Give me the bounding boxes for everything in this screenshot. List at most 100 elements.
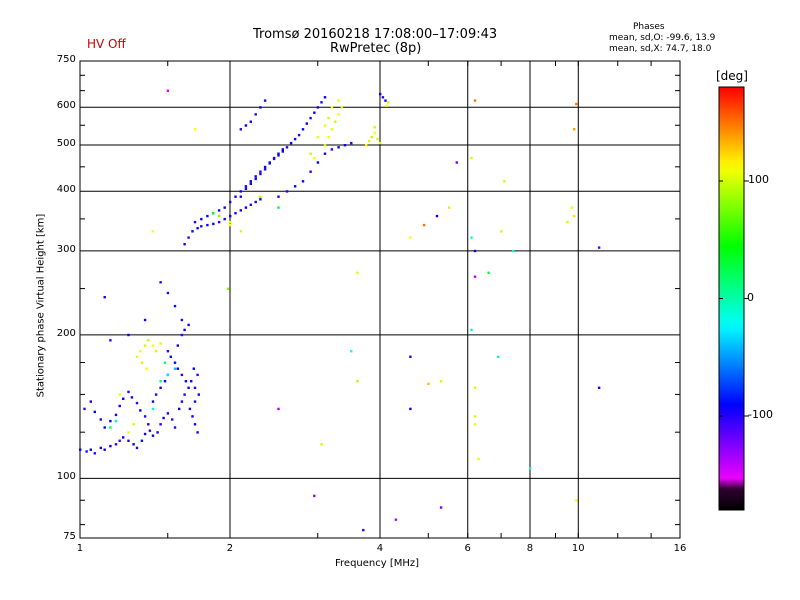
data-point (197, 393, 200, 396)
data-point (249, 203, 252, 206)
x-tick-label: 10 (571, 543, 585, 554)
x-tick-label: 8 (526, 543, 534, 554)
data-point (330, 128, 334, 131)
data-point (188, 407, 192, 411)
data-point (254, 200, 257, 204)
data-point (239, 190, 242, 193)
y-axis-label: Stationary phase Virtual Height [km] (35, 213, 47, 398)
y-tick-label: 200 (56, 327, 76, 339)
data-point (330, 106, 334, 109)
data-point (289, 141, 293, 145)
data-point (229, 214, 232, 218)
data-point (234, 195, 237, 198)
data-point (268, 162, 271, 165)
data-point (327, 116, 330, 120)
data-point (350, 350, 353, 353)
data-point (572, 128, 576, 131)
data-point (103, 426, 106, 429)
data-point (193, 220, 197, 224)
data-point (473, 423, 477, 426)
data-point (109, 426, 112, 429)
data-point (122, 436, 125, 439)
data-point (176, 367, 179, 370)
data-point (193, 386, 197, 389)
y-tick-label: 300 (56, 243, 76, 255)
data-point (309, 152, 312, 155)
data-point (159, 423, 162, 426)
data-point (249, 180, 252, 183)
data-point (192, 367, 195, 370)
data-point (139, 409, 142, 412)
data-point (151, 400, 155, 403)
data-point (173, 367, 177, 370)
data-point (187, 323, 190, 327)
data-point (114, 413, 118, 417)
data-point (187, 386, 190, 389)
data-point (409, 407, 412, 411)
data-point (313, 111, 316, 114)
data-point (234, 212, 237, 215)
data-point (570, 206, 574, 209)
data-point (143, 432, 147, 436)
data-point (114, 443, 118, 446)
phase-x-stats: mean, sd,X: 74.7, 18.0 (609, 44, 712, 54)
y-tick-label: 750 (56, 54, 76, 65)
data-point (151, 344, 155, 347)
data-point (99, 418, 102, 421)
data-point (139, 350, 142, 353)
data-point (244, 124, 248, 127)
data-point (159, 386, 162, 389)
data-point (323, 152, 327, 155)
data-point (200, 225, 203, 228)
data-point (337, 99, 340, 102)
data-point (254, 177, 257, 181)
data-point (572, 214, 576, 218)
data-point (148, 429, 152, 432)
data-point (166, 89, 170, 92)
data-point (370, 135, 374, 139)
data-point (145, 367, 148, 370)
data-point (281, 148, 284, 151)
data-point (166, 350, 170, 353)
data-point (373, 131, 376, 135)
data-point (263, 99, 267, 102)
data-point (259, 170, 262, 173)
y-tick-label: 500 (56, 137, 76, 149)
data-point (176, 344, 179, 347)
data-point (151, 407, 155, 411)
data-point (79, 448, 82, 451)
data-point (277, 407, 280, 411)
data-point (187, 236, 190, 239)
data-point (166, 373, 170, 377)
data-point (254, 175, 257, 178)
data-point (597, 246, 601, 249)
hv-status-label: HV Off (87, 37, 126, 51)
data-point (394, 518, 398, 521)
data-point (151, 230, 155, 233)
data-point (379, 141, 382, 145)
data-point (379, 92, 382, 96)
data-point (356, 380, 359, 383)
data-point (109, 444, 112, 448)
data-point (212, 222, 215, 226)
data-point (162, 416, 165, 420)
data-point (422, 223, 426, 227)
data-point (223, 206, 226, 209)
data-point (470, 156, 473, 160)
data-point (343, 144, 347, 147)
data-point (487, 271, 490, 274)
data-point (171, 418, 174, 421)
data-point (103, 448, 106, 451)
data-point (473, 249, 477, 253)
data-point (340, 106, 343, 109)
data-point (127, 439, 130, 442)
data-point (323, 96, 327, 99)
data-point (159, 342, 162, 345)
colorbar-unit-label: [deg] (716, 69, 748, 83)
phases-heading: Phases (633, 22, 665, 32)
data-point (259, 198, 262, 201)
data-point (200, 217, 203, 221)
x-axis-label: Frequency [MHz] (335, 558, 420, 569)
data-point (277, 152, 280, 155)
data-point (143, 415, 147, 418)
